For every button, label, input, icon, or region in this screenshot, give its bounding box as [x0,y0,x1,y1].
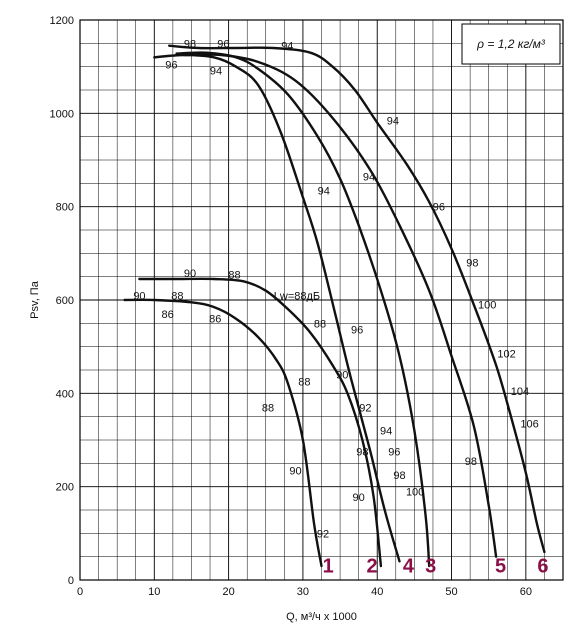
noise-level-label: 90 [289,465,301,477]
noise-level-label: 96 [165,59,177,71]
x-tick-label: 0 [77,586,83,598]
noise-level-label: 96 [351,324,363,336]
y-tick-label: 0 [68,575,74,587]
noise-level-label: 102 [497,349,515,361]
plot-frame [79,19,564,581]
chart-curves [123,44,546,568]
noise-level-label: 94 [281,41,293,53]
noise-level-label: 88 [314,318,326,330]
noise-level-label: 98 [184,38,196,50]
y-tick-label: 600 [56,295,74,307]
noise-level-label: 94 [210,65,222,77]
y-axis-label: Psv, Па [29,280,41,319]
x-tick-label: 20 [222,586,234,598]
noise-level-label: 98 [465,456,477,468]
curve-number-label: 4 [403,556,415,578]
noise-level-label: 88 [298,377,310,389]
noise-level-label: 100 [406,486,424,498]
curve-2 [138,277,383,568]
noise-level-label: 98 [393,470,405,482]
chart-grid [79,19,564,581]
curve-6 [168,44,546,554]
noise-level-label: 106 [520,419,538,431]
x-tick-label: 10 [148,586,160,598]
noise-level-label: 96 [433,202,445,214]
noise-level-label: 98 [466,258,478,270]
x-tick-label: 60 [520,586,532,598]
noise-level-label: Lw=88дБ [274,290,320,302]
curve-5 [182,53,498,558]
curve-3 [153,53,401,563]
curve-1 [123,298,323,568]
noise-level-label: 86 [209,314,221,326]
x-tick-label: 50 [445,586,457,598]
legend-density-label: ρ = 1,2 кг/м³ [476,37,546,51]
noise-level-label: 92 [359,402,371,414]
legend-box: ρ = 1,2 кг/м³ [461,23,561,65]
noise-level-label: 94 [363,171,375,183]
curve-number-label: 3 [425,556,436,578]
curve-number-label: 5 [495,556,506,578]
noise-level-label: 86 [162,309,174,321]
y-tick-label: 1000 [50,108,74,120]
noise-level-label: 92 [317,528,329,540]
noise-level-label: 88 [262,402,274,414]
noise-level-label: 98 [356,447,368,459]
curve-number-label: 1 [323,556,334,578]
noise-level-label: 96 [388,447,400,459]
y-tick-label: 200 [56,482,74,494]
y-tick-label: 1200 [50,15,74,27]
y-tick-label: 800 [56,202,74,214]
y-tick-label: 400 [56,388,74,400]
noise-level-label: 94 [380,426,392,438]
curve-number-label: 6 [537,556,548,578]
noise-level-label: 96 [217,38,229,50]
noise-level-label: 90 [184,268,196,280]
noise-level-label: 90 [353,492,365,504]
x-tick-label: 30 [297,586,309,598]
noise-level-label: 104 [511,386,529,398]
x-tick-label: 40 [371,586,383,598]
noise-level-label: 90 [133,290,145,302]
legend-frame [461,23,561,65]
noise-level-label: 100 [478,300,496,312]
noise-level-label: 90 [336,370,348,382]
noise-level-label: 88 [171,290,183,302]
curve-number-label: 2 [366,556,377,578]
noise-level-label: 94 [318,185,330,197]
x-axis-label: Q, м³/ч x 1000 [286,611,357,623]
noise-level-label: 94 [387,115,399,127]
noise-level-label: 88 [228,269,240,281]
